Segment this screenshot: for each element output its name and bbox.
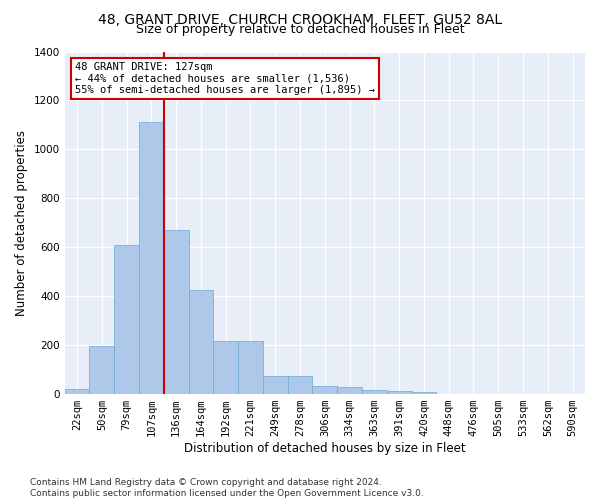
Bar bbox=[362, 390, 387, 394]
Text: 48, GRANT DRIVE, CHURCH CROOKHAM, FLEET, GU52 8AL: 48, GRANT DRIVE, CHURCH CROOKHAM, FLEET,… bbox=[98, 12, 502, 26]
Bar bbox=[164, 230, 188, 394]
Text: Contains HM Land Registry data © Crown copyright and database right 2024.
Contai: Contains HM Land Registry data © Crown c… bbox=[30, 478, 424, 498]
Bar bbox=[214, 342, 238, 394]
X-axis label: Distribution of detached houses by size in Fleet: Distribution of detached houses by size … bbox=[184, 442, 466, 455]
Bar bbox=[238, 342, 263, 394]
Y-axis label: Number of detached properties: Number of detached properties bbox=[15, 130, 28, 316]
Bar bbox=[337, 386, 362, 394]
Text: Size of property relative to detached houses in Fleet: Size of property relative to detached ho… bbox=[136, 22, 464, 36]
Bar bbox=[387, 391, 412, 394]
Bar bbox=[89, 346, 114, 394]
Bar bbox=[65, 389, 89, 394]
Text: 48 GRANT DRIVE: 127sqm
← 44% of detached houses are smaller (1,536)
55% of semi-: 48 GRANT DRIVE: 127sqm ← 44% of detached… bbox=[75, 62, 375, 95]
Bar bbox=[188, 290, 214, 394]
Bar bbox=[263, 376, 287, 394]
Bar bbox=[313, 386, 337, 394]
Bar bbox=[287, 376, 313, 394]
Bar bbox=[114, 245, 139, 394]
Bar bbox=[139, 122, 164, 394]
Bar bbox=[412, 392, 436, 394]
